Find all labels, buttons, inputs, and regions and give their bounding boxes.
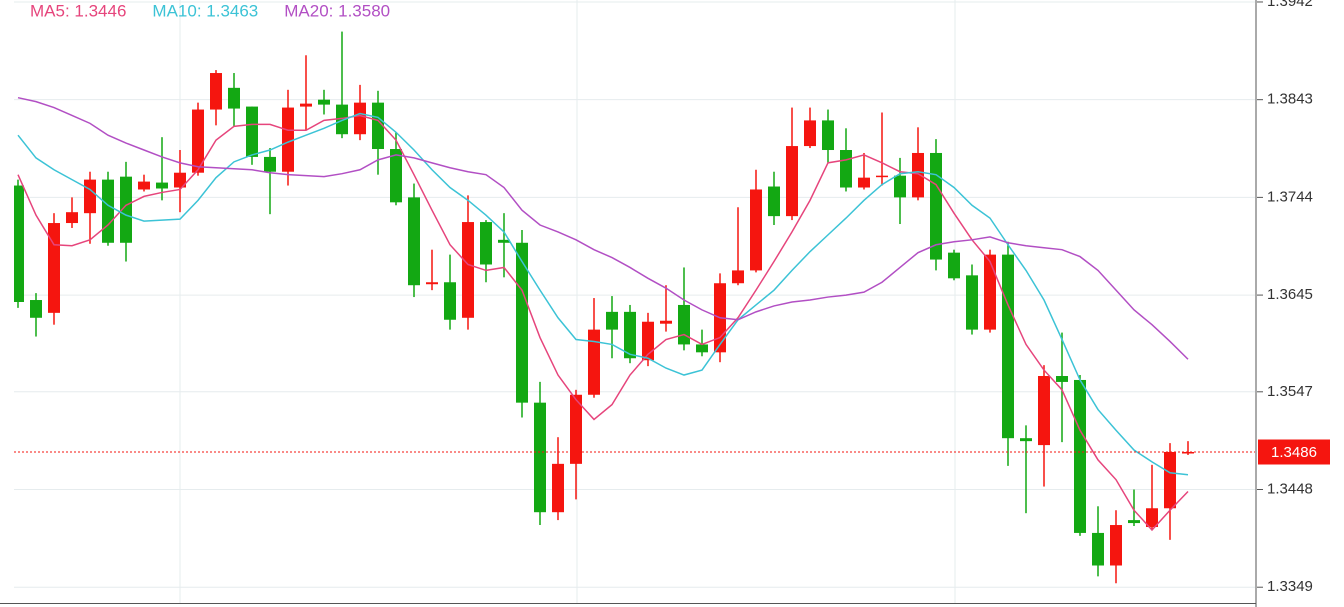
candle-body xyxy=(732,270,744,284)
candle-body xyxy=(552,463,564,513)
candle-body xyxy=(804,120,816,147)
candle-body xyxy=(516,242,528,403)
candle-body xyxy=(156,182,168,189)
candle-body xyxy=(30,300,42,318)
candle-body xyxy=(696,344,708,353)
grid xyxy=(179,0,956,603)
candle-body xyxy=(120,176,132,243)
candle-body xyxy=(354,102,366,135)
y-tick-label: 1.3349 xyxy=(1267,578,1313,595)
current-price-label: 1.3486 xyxy=(1271,444,1317,461)
candle-body xyxy=(534,402,546,513)
candle-body xyxy=(984,254,996,330)
candle-body xyxy=(786,146,798,217)
candle-body xyxy=(606,311,618,330)
candle-body xyxy=(1038,376,1050,446)
y-tick-label: 1.3448 xyxy=(1267,480,1313,497)
candle-body xyxy=(1128,520,1140,524)
candle-body xyxy=(930,152,942,260)
candle-body xyxy=(228,87,240,109)
candle-body xyxy=(876,175,888,178)
current-price-badge xyxy=(1258,439,1330,465)
candle-body xyxy=(444,282,456,320)
candle-body xyxy=(948,252,960,279)
candle-body xyxy=(1182,452,1194,454)
legend-entry: MA10: 1.3463 xyxy=(152,1,258,20)
candle-body xyxy=(660,320,672,324)
candle-body xyxy=(246,106,258,157)
candle-body xyxy=(66,212,78,224)
candle-body xyxy=(1092,532,1104,566)
candle-body xyxy=(678,304,690,345)
candle-body xyxy=(282,107,294,172)
candle-body xyxy=(588,329,600,395)
candle-body xyxy=(1110,525,1122,566)
candle-body xyxy=(14,185,24,302)
candle-body xyxy=(102,179,114,243)
candle-body xyxy=(1074,379,1086,533)
candle-body xyxy=(840,150,852,188)
candle-body xyxy=(174,172,186,188)
candle-body xyxy=(894,175,906,198)
candle-body xyxy=(318,99,330,105)
legend-entry: MA5: 1.3446 xyxy=(30,1,126,20)
y-tick-label: 1.3744 xyxy=(1267,188,1313,205)
ma-line xyxy=(17,114,1189,532)
candle-body xyxy=(264,156,276,172)
candle-body xyxy=(1002,254,1014,439)
ma-line xyxy=(17,96,1189,360)
candle-body xyxy=(480,222,492,265)
candle-body xyxy=(1056,376,1068,382)
candle-body xyxy=(210,73,222,110)
candle-body xyxy=(336,104,348,135)
candle-body xyxy=(426,282,438,285)
candle-body xyxy=(966,275,978,330)
candle-body xyxy=(1146,508,1158,528)
y-tick-label: 1.3942 xyxy=(1267,0,1313,10)
candle-body xyxy=(138,181,150,190)
y-tick-label: 1.3547 xyxy=(1267,383,1313,400)
candle-body xyxy=(462,222,474,318)
candle-body xyxy=(1164,452,1176,509)
ma-line xyxy=(17,112,1189,476)
legend: MA5: 1.3446 MA10: 1.3463 MA20: 1.3580 xyxy=(30,1,390,20)
y-axis: 1.3942 1.3843 1.3744 1.3645 1.3547 1.3448 1.33… xyxy=(1257,0,1330,595)
candle-body xyxy=(768,186,780,217)
candle-body xyxy=(192,109,204,173)
candle-body xyxy=(858,177,870,188)
candle-body xyxy=(570,394,582,464)
candle-body xyxy=(300,103,312,107)
plot-area xyxy=(14,1,1255,588)
candle-body xyxy=(390,149,402,203)
candle-body xyxy=(408,197,420,286)
candle-body xyxy=(642,321,654,361)
candle-body xyxy=(84,179,96,214)
candle-body xyxy=(912,152,924,198)
candle-body xyxy=(750,189,762,271)
candle-body xyxy=(822,120,834,151)
candle-body xyxy=(498,239,510,243)
y-tick-label: 1.3645 xyxy=(1267,286,1313,303)
candle-body xyxy=(372,102,384,150)
y-tick-label: 1.3843 xyxy=(1267,91,1313,108)
candle-body xyxy=(1020,438,1032,442)
candle-body xyxy=(624,311,636,359)
legend-entry: MA20: 1.3580 xyxy=(284,1,390,20)
